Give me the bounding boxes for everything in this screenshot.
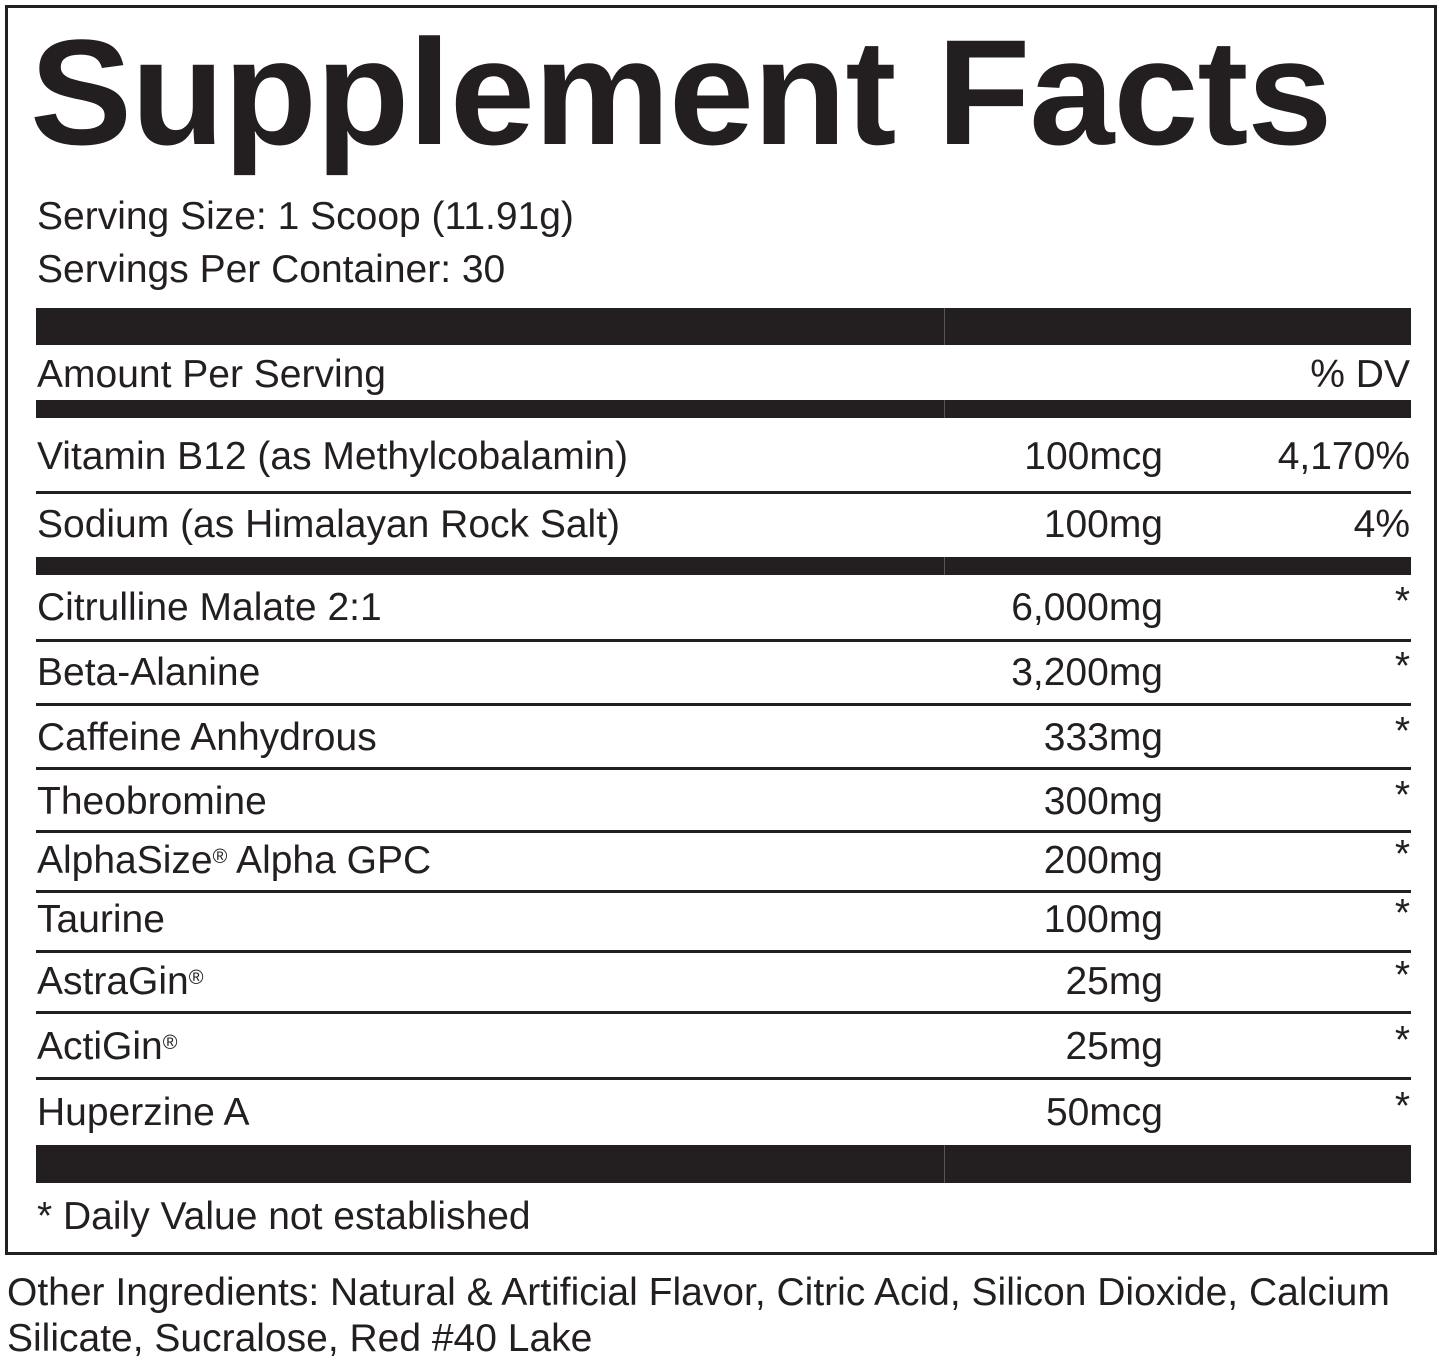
- row-divider: [36, 639, 1411, 642]
- row-divider: [36, 830, 1411, 833]
- row-divider: [36, 950, 1411, 953]
- nutrient-amount: 100mg: [1043, 503, 1163, 546]
- row-divider: [36, 1011, 1411, 1014]
- nutrient-name: Caffeine Anhydrous: [37, 716, 377, 759]
- nutrient-dv: 4,170%: [1277, 435, 1410, 478]
- nutrient-amount: 25mg: [1065, 960, 1163, 1003]
- nutrient-amount: 25mg: [1065, 1025, 1163, 1068]
- row-divider: [36, 890, 1411, 893]
- nutrient-name: Theobromine: [37, 780, 267, 823]
- thick-divider: [36, 400, 1411, 418]
- row-divider: [36, 491, 1411, 494]
- nutrient-dv: *: [1394, 1085, 1410, 1128]
- nutrient-amount: 3,200mg: [1011, 651, 1163, 694]
- nutrient-name: Citrulline Malate 2:1: [37, 586, 382, 629]
- thick-divider: [36, 1145, 1411, 1183]
- nutrient-name: Huperzine A: [37, 1091, 250, 1134]
- nutrient-dv: *: [1394, 710, 1410, 753]
- nutrient-dv: *: [1394, 774, 1410, 817]
- supplement-facts-panel: [5, 5, 1437, 1255]
- panel-title: Supplement Facts: [30, 8, 1332, 176]
- thick-divider: [36, 557, 1411, 575]
- thick-divider: [36, 308, 1411, 345]
- nutrient-amount: 50mcg: [1045, 1091, 1163, 1134]
- footnote: * Daily Value not established: [37, 1195, 531, 1238]
- row-divider: [36, 767, 1411, 770]
- nutrient-name: ActiGin®: [37, 1025, 178, 1068]
- nutrient-name: AstraGin®: [37, 960, 204, 1003]
- nutrient-amount: 100mg: [1043, 898, 1163, 941]
- nutrient-dv: *: [1394, 833, 1410, 876]
- nutrient-amount: 300mg: [1043, 780, 1163, 823]
- nutrient-dv: *: [1394, 1019, 1410, 1062]
- nutrient-name: Vitamin B12 (as Methylcobalamin): [37, 435, 629, 478]
- registered-mark: ®: [188, 967, 204, 989]
- servings-per-container: Servings Per Container: 30: [37, 248, 506, 291]
- other-ingredients: Other Ingredients: Natural & Artificial …: [7, 1271, 1390, 1360]
- registered-mark: ®: [212, 846, 228, 868]
- registered-mark: ®: [162, 1032, 178, 1054]
- nutrient-amount: 333mg: [1043, 716, 1163, 759]
- nutrient-dv: 4%: [1353, 503, 1410, 546]
- nutrient-dv: *: [1394, 580, 1410, 623]
- nutrient-name: AlphaSize® Alpha GPC: [37, 839, 432, 882]
- serving-size: Serving Size: 1 Scoop (11.91g): [37, 195, 574, 238]
- nutrient-dv: *: [1394, 954, 1410, 997]
- nutrient-dv: *: [1394, 892, 1410, 935]
- row-divider: [36, 703, 1411, 706]
- nutrient-amount: 6,000mg: [1011, 586, 1163, 629]
- amount-per-serving-label: Amount Per Serving: [37, 353, 387, 396]
- nutrient-amount: 100mcg: [1024, 435, 1163, 478]
- nutrient-dv: *: [1394, 645, 1410, 688]
- dv-header: % DV: [1310, 353, 1410, 396]
- nutrient-name: Beta-Alanine: [37, 651, 261, 694]
- row-divider: [36, 1077, 1411, 1080]
- nutrient-name: Sodium (as Himalayan Rock Salt): [37, 503, 621, 546]
- nutrient-name: Taurine: [37, 898, 165, 941]
- nutrient-amount: 200mg: [1043, 839, 1163, 882]
